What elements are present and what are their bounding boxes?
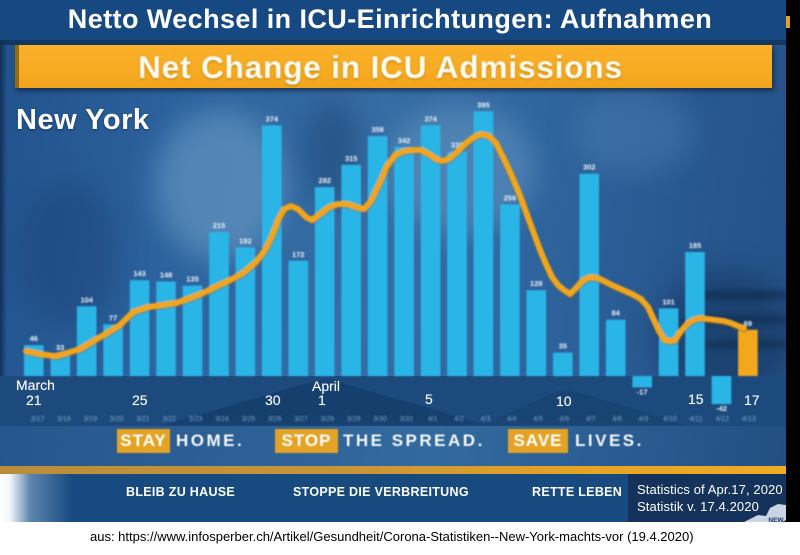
- svg-text:33: 33: [56, 343, 64, 352]
- svg-text:172: 172: [292, 250, 305, 259]
- svg-text:143: 143: [133, 269, 146, 278]
- svg-text:3/20: 3/20: [110, 416, 124, 423]
- svg-text:3/18: 3/18: [57, 416, 71, 423]
- svg-text:3/21: 3/21: [136, 416, 150, 423]
- svg-text:3/31: 3/31: [400, 416, 414, 423]
- svg-text:3/22: 3/22: [162, 416, 176, 423]
- svg-text:374: 374: [424, 114, 437, 123]
- svg-text:4/1: 4/1: [428, 416, 438, 423]
- svg-text:4/8: 4/8: [612, 416, 622, 423]
- svg-text:4/9: 4/9: [639, 416, 649, 423]
- svg-text:84: 84: [612, 309, 621, 318]
- svg-text:3/17: 3/17: [31, 416, 45, 423]
- svg-text:302: 302: [583, 163, 596, 172]
- svg-text:4/5: 4/5: [533, 416, 543, 423]
- svg-text:35: 35: [559, 342, 567, 351]
- svg-text:4/3: 4/3: [481, 416, 491, 423]
- svg-text:3/19: 3/19: [83, 416, 97, 423]
- svg-text:46: 46: [30, 334, 38, 343]
- svg-text:104: 104: [80, 295, 93, 304]
- svg-text:395: 395: [477, 100, 490, 109]
- svg-text:4/7: 4/7: [586, 416, 596, 423]
- svg-text:358: 358: [371, 125, 384, 134]
- svg-text:315: 315: [345, 154, 358, 163]
- svg-text:342: 342: [398, 136, 411, 145]
- svg-text:4/12: 4/12: [716, 416, 730, 423]
- svg-text:4/2: 4/2: [454, 416, 464, 423]
- svg-text:192: 192: [239, 236, 252, 245]
- svg-text:4/4: 4/4: [507, 416, 517, 423]
- svg-text:135: 135: [186, 275, 199, 284]
- svg-text:3/26: 3/26: [268, 416, 282, 423]
- svg-text:-17: -17: [637, 387, 648, 396]
- svg-text:4/10: 4/10: [663, 416, 677, 423]
- svg-text:3/25: 3/25: [241, 416, 255, 423]
- svg-text:256: 256: [504, 194, 517, 203]
- svg-text:282: 282: [319, 176, 332, 185]
- svg-text:77: 77: [109, 313, 117, 322]
- svg-text:148: 148: [160, 271, 173, 280]
- svg-text:335: 335: [451, 141, 464, 150]
- svg-text:374: 374: [266, 114, 279, 123]
- svg-text:4/13: 4/13: [742, 416, 756, 423]
- svg-text:3/27: 3/27: [294, 416, 308, 423]
- svg-text:128: 128: [530, 279, 543, 288]
- svg-text:3/24: 3/24: [215, 416, 229, 423]
- svg-text:3/23: 3/23: [189, 416, 203, 423]
- svg-text:69: 69: [744, 319, 752, 328]
- svg-text:3/28: 3/28: [320, 416, 334, 423]
- svg-text:-42: -42: [716, 404, 727, 413]
- svg-text:3/29: 3/29: [347, 416, 361, 423]
- svg-text:4/11: 4/11: [690, 416, 703, 423]
- svg-text:101: 101: [662, 297, 675, 306]
- svg-text:185: 185: [689, 241, 702, 250]
- svg-text:4/6: 4/6: [560, 416, 570, 423]
- svg-text:NEW: NEW: [768, 517, 784, 522]
- svg-text:3/30: 3/30: [373, 416, 387, 423]
- svg-text:215: 215: [213, 221, 226, 230]
